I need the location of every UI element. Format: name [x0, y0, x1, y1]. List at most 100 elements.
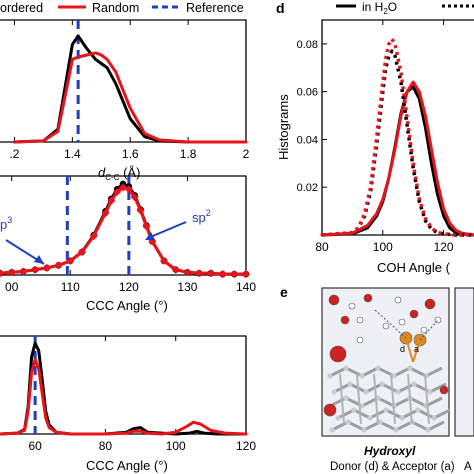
xtick-label: 120 — [236, 439, 256, 453]
carbon-bond — [429, 382, 447, 394]
panel-label-e: e — [280, 284, 288, 300]
arrow-sp3-head — [34, 255, 44, 264]
carbon-bond — [407, 373, 413, 425]
legend-ordered-label: ordered — [0, 1, 43, 15]
panel-a-tick-labels: .2 1.4 1.6 1.8 2 — [9, 147, 249, 161]
carbon-atom — [425, 427, 431, 433]
annotation-sp2: sp2 — [192, 208, 211, 225]
panel-b-series — [0, 180, 250, 279]
carbon-bond — [397, 382, 415, 394]
carbon-bond — [379, 420, 397, 432]
data-point — [78, 248, 86, 257]
carbon-atom — [361, 427, 367, 433]
panel-c-tick-labels: 60 80 100 120 — [28, 439, 256, 453]
carbon-bond — [331, 420, 349, 432]
series-line-ordered-dotted — [321, 49, 474, 237]
carbon-bond — [425, 396, 443, 408]
xtick-label: 80 — [315, 240, 329, 254]
panel-d-frame — [321, 19, 474, 236]
carbon-atom — [331, 389, 337, 395]
carbon-atom — [395, 389, 401, 395]
panel-b-frame — [0, 175, 247, 276]
carbon-bond — [395, 420, 413, 432]
carbon-atom — [367, 415, 373, 421]
carbon-atom — [363, 389, 369, 395]
xtick-label: 1.4 — [64, 147, 81, 161]
carbon-bond — [381, 382, 399, 394]
molecule-atoms — [323, 293, 449, 417]
carbon-bond — [339, 373, 345, 425]
hydrogen-atom — [356, 336, 364, 344]
panel-b-chart: 00 110 120 130 140 p3 sp2 CCC Angle (°) — [0, 175, 256, 313]
carbon-bond — [417, 408, 435, 420]
data-point — [206, 269, 215, 278]
panel-d-xlabel: COH Angle ( — [377, 260, 451, 275]
xtick-label: 60 — [28, 439, 42, 453]
atom-label-a: a — [414, 344, 419, 354]
carbon-bond — [365, 382, 383, 394]
panel-label-d: d — [276, 0, 285, 16]
xtick-label: 130 — [177, 280, 197, 294]
carbon-bond — [356, 373, 362, 425]
legend-left: ordered Random Reference — [0, 1, 244, 15]
data-point — [19, 267, 28, 276]
carbon-bond — [409, 396, 427, 408]
carbon-bond — [329, 366, 347, 378]
carbon-atom — [391, 373, 397, 379]
legend-right: d in H2O — [276, 0, 474, 16]
legend-random-label: Random — [92, 1, 139, 15]
carbon-atom — [359, 373, 365, 379]
hydrogen-atom — [420, 326, 428, 334]
series-line-ordered — [0, 341, 248, 436]
data-point — [160, 256, 168, 265]
panel-a-series — [13, 34, 248, 144]
second-structure-frame — [454, 287, 474, 437]
carbon-bond — [353, 408, 371, 420]
carbon-bond — [390, 373, 396, 425]
hydrogen-atom — [348, 302, 356, 310]
hydrogen-bond — [374, 309, 407, 339]
data-point — [130, 193, 139, 202]
xtick-label: 110 — [61, 280, 80, 294]
panel-e-illustration: e d a Hydroxyl Donor (d) & Acceptor (a) … — [280, 284, 474, 473]
data-point — [242, 270, 250, 279]
data-point — [171, 265, 180, 274]
xtick-label: 2 — [243, 147, 250, 161]
hydrogen-atom — [356, 316, 364, 324]
panel-d-tick-labels: 80 100 120 0.02 0.04 0.06 0.08 — [297, 39, 454, 254]
carbon-atom — [343, 365, 349, 371]
oxygen-atom — [424, 298, 436, 310]
carbon-bond — [377, 396, 395, 408]
data-point — [230, 270, 239, 279]
atom-label-d: d — [400, 344, 405, 354]
xtick-label: 140 — [236, 280, 256, 294]
xtick-label: 1.6 — [122, 147, 139, 161]
carbon-atom — [407, 365, 413, 371]
carbon-bond — [409, 366, 427, 378]
panel-d-series — [320, 37, 474, 237]
carbon-bond — [425, 366, 443, 378]
oxygen-atom — [328, 294, 340, 306]
data-point — [142, 222, 151, 231]
carbon-atom — [347, 381, 353, 387]
panel-b-xlabel: CCC Angle (°) — [86, 298, 168, 313]
hydrogen-atom — [394, 296, 402, 304]
carbon-atom — [411, 381, 417, 387]
carbon-atom — [427, 389, 433, 395]
hydroxyl-bond — [405, 337, 414, 363]
series-line-random-in-h2o — [320, 80, 474, 237]
panel-c-ticks — [34, 336, 247, 434]
carbon-atom — [375, 365, 381, 371]
carbon-atom — [383, 407, 389, 413]
hydrogen-atom — [382, 322, 390, 330]
data-point — [66, 256, 75, 265]
data-point — [119, 183, 127, 192]
hydroxyl-bond — [412, 339, 421, 363]
data-point — [183, 268, 192, 277]
hydrogen-bond — [419, 319, 439, 341]
panel-c-xlabel: CCC Angle (°) — [86, 458, 168, 473]
series-line-ordered — [13, 34, 248, 144]
series-line-random — [13, 51, 248, 144]
ytick-label: 0.02 — [297, 182, 318, 194]
panel-d-ticks — [321, 20, 445, 236]
